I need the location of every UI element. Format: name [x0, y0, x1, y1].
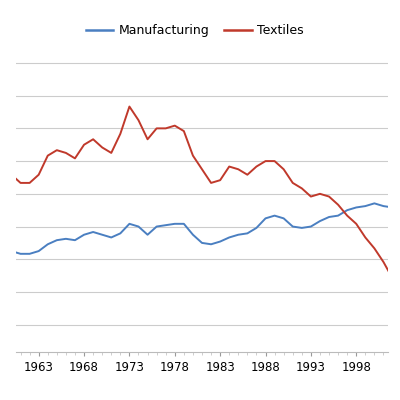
- Legend: Manufacturing, Textiles: Manufacturing, Textiles: [81, 19, 308, 42]
